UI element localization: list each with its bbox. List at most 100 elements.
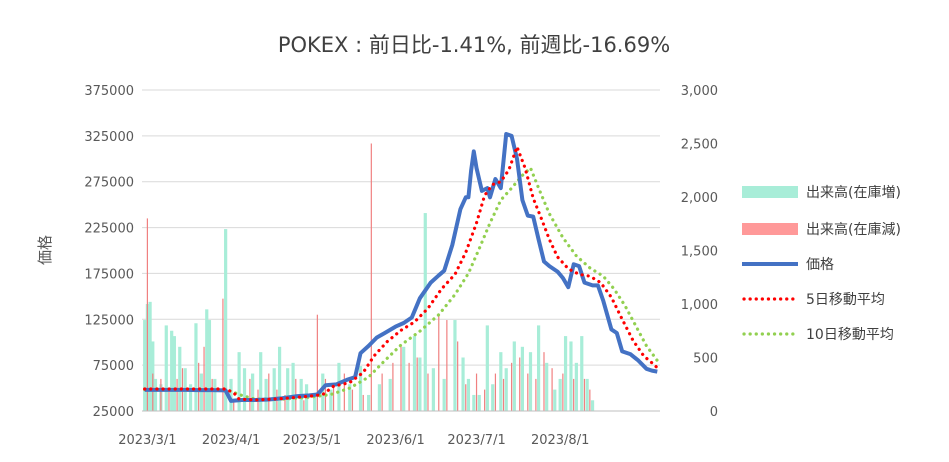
- volume-increase-bar: [229, 378, 233, 411]
- volume-increase-bar: [563, 336, 568, 411]
- volume-decrease-bar: [446, 320, 448, 411]
- volume-decrease-bar: [484, 389, 486, 411]
- legend-label: 5日移動平均: [806, 292, 885, 308]
- volume-increase-bar: [194, 323, 198, 411]
- volume-decrease-bars: [146, 143, 591, 411]
- volume-decrease-bar: [408, 362, 410, 411]
- volume-decrease-bar: [551, 368, 553, 411]
- volume-increase-bar: [512, 341, 516, 411]
- volume-increase-bar: [367, 394, 371, 411]
- y-tick-label-left: 125000: [84, 313, 134, 328]
- y-tick-label-left: 325000: [84, 130, 134, 145]
- volume-increase-bar: [329, 389, 333, 411]
- volume-increase-bar: [388, 378, 392, 411]
- volume-increase-bar: [528, 352, 533, 411]
- volume-increase-bar: [466, 378, 471, 411]
- volume-increase-bar: [153, 378, 158, 411]
- price-lines: [143, 132, 659, 403]
- price-line: [144, 132, 658, 403]
- volume-increase-bar: [164, 325, 168, 411]
- x-tick-label: 2023/6/1: [366, 433, 424, 448]
- volume-increase-bar: [569, 341, 573, 411]
- volume-increase-bar: [485, 325, 489, 411]
- volume-increase-bar: [188, 384, 193, 411]
- volume-increase-bar: [259, 352, 263, 411]
- volume-increase-bar: [205, 309, 209, 411]
- volume-increase-bar: [199, 373, 203, 411]
- x-tick-label: 2023/5/1: [283, 433, 341, 448]
- legend-label: 10日移動平均: [806, 327, 894, 343]
- volume-decrease-bar: [502, 378, 505, 411]
- y-tick-label-left: 25000: [93, 405, 134, 420]
- volume-increase-bar: [491, 384, 495, 411]
- volume-decrease-bar: [211, 378, 213, 411]
- volume-increase-bar: [242, 368, 247, 411]
- volume-increase-bar: [286, 368, 290, 411]
- volume-decrease-bar: [475, 373, 478, 411]
- y-axis-left-title: 価格: [36, 235, 54, 265]
- volume-decrease-bar: [203, 346, 205, 411]
- volume-increase-bar: [504, 368, 508, 411]
- volume-increase-bar: [472, 394, 476, 411]
- y-tick-label-right: 1,000: [681, 298, 718, 313]
- y-tick-label-left: 275000: [84, 176, 134, 191]
- y-tick-label-right: 1,500: [681, 245, 718, 260]
- volume-increase-bar: [453, 320, 457, 411]
- legend-swatch: [742, 223, 798, 235]
- volume-increase-bar: [148, 301, 152, 411]
- volume-decrease-bar: [168, 389, 170, 411]
- volume-increase-bar: [590, 400, 595, 411]
- volume-decrease-bar: [160, 378, 162, 411]
- volume-decrease-bar: [416, 357, 418, 411]
- legend: 出来高(在庫増) 出来高(在庫減) 価格 5日移動平均 10日移動平均: [742, 184, 901, 343]
- volume-increase-bar: [207, 320, 212, 411]
- volume-increase-bar: [477, 394, 481, 411]
- volume-increase-bar: [536, 325, 541, 411]
- volume-increase-bar: [264, 378, 268, 411]
- volume-increase-bar: [313, 394, 317, 411]
- volume-decrease-bar: [494, 373, 497, 411]
- chart-title: POKEX : 前日比-1.41%, 前週比-16.69%: [278, 33, 670, 57]
- y-tick-label-right: 2,500: [681, 138, 718, 153]
- volume-increase-bar: [442, 378, 446, 411]
- volume-decrease-bar: [198, 362, 200, 411]
- axes: 375000 325000 275000 225000 175000 125000 7500…: [84, 84, 718, 448]
- volume-decrease-bar: [343, 373, 345, 411]
- volume-decrease-bar: [222, 298, 224, 411]
- volume-increase-bar: [412, 336, 417, 411]
- volume-decrease-bar: [303, 400, 305, 411]
- volume-decrease-bar: [527, 373, 529, 411]
- y-tick-label-right: 500: [693, 352, 718, 367]
- volume-increase-bar: [143, 320, 147, 411]
- volume-decrease-bar: [316, 314, 318, 411]
- volume-decrease-bar: [562, 373, 564, 411]
- volume-increase-bar: [213, 378, 217, 411]
- legend-label: 出来高(在庫増): [806, 184, 901, 201]
- volume-increase-bar: [251, 373, 255, 411]
- volume-increase-bar: [431, 368, 435, 411]
- volume-increase-bar: [461, 357, 465, 411]
- volume-increase-bars: [143, 213, 595, 411]
- volume-increase-bar: [377, 384, 382, 411]
- volume-increase-bar: [172, 336, 176, 411]
- volume-decrease-bar: [400, 346, 402, 411]
- volume-decrease-bar: [573, 378, 575, 411]
- legend-label: 出来高(在庫減): [806, 221, 901, 238]
- volume-decrease-bar: [146, 218, 148, 411]
- volume-increase-bar: [574, 362, 578, 411]
- volume-decrease-bar: [583, 378, 586, 411]
- volume-increase-bar: [585, 378, 589, 411]
- volume-decrease-bar: [284, 394, 286, 411]
- volume-decrease-bar: [362, 394, 364, 411]
- volume-decrease-bar: [457, 341, 459, 411]
- volume-decrease-bar: [535, 378, 537, 411]
- x-tick-label: 2023/4/1: [202, 433, 260, 448]
- volume-increase-bar: [418, 357, 422, 411]
- volume-increase-bar: [237, 352, 241, 411]
- y-tick-label-left: 75000: [93, 359, 134, 374]
- volume-increase-bar: [358, 366, 363, 411]
- y-tick-label-left: 225000: [84, 222, 134, 237]
- volume-increase-bar: [178, 346, 182, 411]
- volume-decrease-bar: [427, 373, 429, 411]
